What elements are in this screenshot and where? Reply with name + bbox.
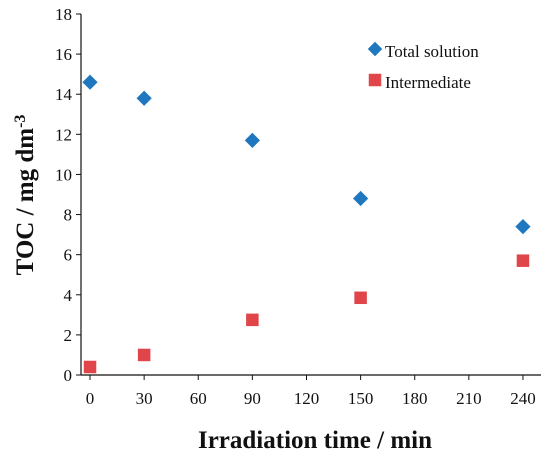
y-axis-title-superscript: -3 xyxy=(12,115,29,128)
legend-square-marker xyxy=(368,73,382,87)
x-tick-label: 0 xyxy=(86,389,95,408)
data-point-total-solution xyxy=(515,218,531,235)
data-point-intermediate xyxy=(137,348,151,362)
x-tick-label: 60 xyxy=(190,389,207,408)
data-point-intermediate xyxy=(246,313,259,327)
x-tick-label: 240 xyxy=(510,389,536,408)
series-layer xyxy=(82,74,531,374)
x-ticks: 0 30 60 90 120 150 180 210 240 xyxy=(86,375,536,408)
data-point-total-solution xyxy=(136,90,152,106)
y-tick-label: 2 xyxy=(64,326,73,345)
y-tick-label: 14 xyxy=(55,85,73,104)
legend-diamond-marker xyxy=(367,41,383,57)
x-tick-label: 210 xyxy=(456,389,482,408)
y-axis-title-main: TOC / mg dm xyxy=(12,128,39,276)
x-tick-label: 120 xyxy=(294,389,320,408)
data-point-total-solution xyxy=(244,132,260,148)
y-axis-title: TOC / mg dm-3 xyxy=(12,115,40,276)
y-tick-label: 8 xyxy=(64,206,73,225)
series-1 xyxy=(83,254,530,374)
series-0 xyxy=(82,74,531,235)
data-point-total-solution xyxy=(353,190,369,207)
y-tick-label: 16 xyxy=(55,45,72,64)
data-point-intermediate xyxy=(354,291,367,305)
y-tick-label: 12 xyxy=(55,125,72,144)
data-point-intermediate xyxy=(516,254,530,267)
x-axis-title: Irradiation time / min xyxy=(198,427,432,454)
y-tick-label: 0 xyxy=(64,366,73,385)
y-tick-label: 10 xyxy=(55,165,72,184)
y-tick-label: 6 xyxy=(64,246,73,265)
y-ticks: 0 2 4 6 8 10 12 14 16 18 xyxy=(55,5,81,385)
legend-label-intermediate: Intermediate xyxy=(385,73,471,92)
y-tick-label: 4 xyxy=(64,286,73,305)
y-tick-label: 18 xyxy=(55,5,72,24)
legend: Total solution Intermediate xyxy=(367,41,479,92)
x-tick-label: 90 xyxy=(244,389,261,408)
x-tick-label: 180 xyxy=(402,389,428,408)
legend-label-total-solution: Total solution xyxy=(385,42,479,61)
data-point-total-solution xyxy=(82,74,98,90)
x-tick-label: 30 xyxy=(136,389,153,408)
data-point-intermediate xyxy=(83,360,97,374)
plot-area: 0 2 4 6 8 10 12 14 16 18 0 30 60 90 120 150 180 210 240 xyxy=(55,5,541,408)
x-tick-label: 150 xyxy=(348,389,374,408)
